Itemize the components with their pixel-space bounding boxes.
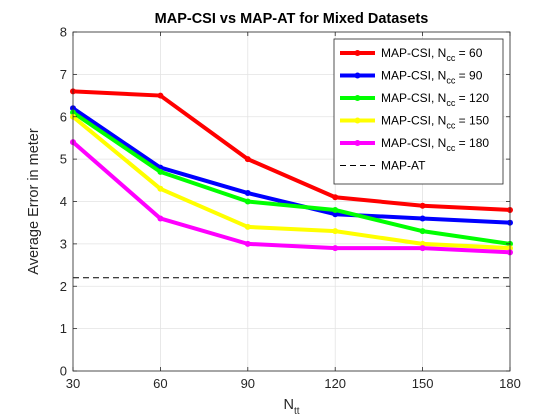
legend-label: MAP-CSI, Ncc = 180: [381, 136, 489, 153]
legend-marker: [354, 140, 361, 146]
data-point: [332, 245, 339, 252]
y-tick-label: 3: [60, 236, 67, 251]
x-tick-label: 60: [153, 376, 167, 391]
series-line-4: [70, 139, 513, 256]
data-point: [157, 168, 164, 175]
series-path: [71, 115, 511, 251]
x-tick-labels: 30 60 90 120 150 180: [66, 32, 521, 391]
legend-marker: [354, 50, 361, 56]
chart-title: MAP-CSI vs MAP-AT for Mixed Datasets: [155, 11, 429, 27]
data-point: [157, 215, 164, 222]
x-tick-label: 180: [499, 376, 521, 391]
y-tick-label: 1: [60, 321, 67, 336]
data-point: [244, 240, 251, 247]
series-path: [71, 106, 511, 225]
data-point: [244, 190, 251, 197]
y-tick-label: 8: [60, 25, 67, 40]
y-tick-label: 5: [60, 152, 67, 167]
data-point: [244, 198, 251, 205]
legend-box: [333, 38, 504, 185]
y-tick-label: 7: [60, 67, 67, 82]
data-point: [419, 240, 426, 247]
legend-entry-4: MAP-CSI, Ncc = 180: [340, 136, 489, 153]
legend-marker: [354, 117, 361, 124]
y-tick-label: 0: [60, 364, 67, 379]
data-point: [332, 228, 339, 235]
series-path: [72, 89, 511, 212]
data-point: [332, 194, 339, 201]
legend-entry-0: MAP-CSI, Ncc = 60: [340, 46, 483, 63]
legend: MAP-CSI, Ncc = 60 MAP-CSI, Ncc = 90 MAP-CS…: [333, 38, 504, 185]
x-tick-label: 30: [66, 376, 80, 391]
y-tick-labels: 0 1 2 3 4 5 6 7 8: [60, 25, 510, 379]
y-tick-label: 2: [60, 279, 67, 294]
legend-label: MAP-AT: [381, 159, 426, 173]
data-point: [419, 202, 426, 209]
data-point: [419, 245, 426, 252]
legend-label: MAP-CSI, Ncc = 150: [381, 114, 489, 131]
x-tick-label: 150: [412, 376, 434, 391]
data-point: [332, 206, 339, 213]
legend-entry-2: MAP-CSI, Ncc = 120: [340, 91, 489, 108]
legend-entry-3: MAP-CSI, Ncc = 150: [340, 114, 489, 131]
data-point: [244, 156, 251, 163]
y-tick-label: 4: [60, 194, 67, 209]
data-point: [157, 92, 164, 99]
data-point: [419, 228, 426, 235]
legend-entry-map-at: MAP-AT: [340, 159, 426, 173]
data-point: [157, 185, 164, 192]
legend-label: MAP-CSI, Ncc = 120: [381, 91, 489, 108]
x-tick-label: 120: [324, 376, 346, 391]
x-axis-label-main: N: [283, 397, 293, 413]
legend-marker: [354, 72, 361, 79]
data-point: [244, 223, 251, 230]
y-tick-label: 6: [60, 109, 67, 124]
legend-label: MAP-CSI, Ncc = 60: [381, 46, 483, 63]
legend-entry-1: MAP-CSI, Ncc = 90: [340, 69, 483, 86]
legend-label: MAP-CSI, Ncc = 90: [381, 69, 483, 86]
legend-marker: [354, 95, 361, 101]
series-path: [71, 140, 511, 255]
data-point: [419, 215, 426, 222]
x-axis-label: Ntt: [283, 397, 299, 417]
x-axis-label-subscript: tt: [294, 406, 300, 417]
series-path: [71, 110, 511, 246]
x-tick-label: 90: [241, 376, 255, 391]
y-axis-label: Average Error in meter: [26, 128, 42, 275]
data-point: [332, 211, 339, 218]
